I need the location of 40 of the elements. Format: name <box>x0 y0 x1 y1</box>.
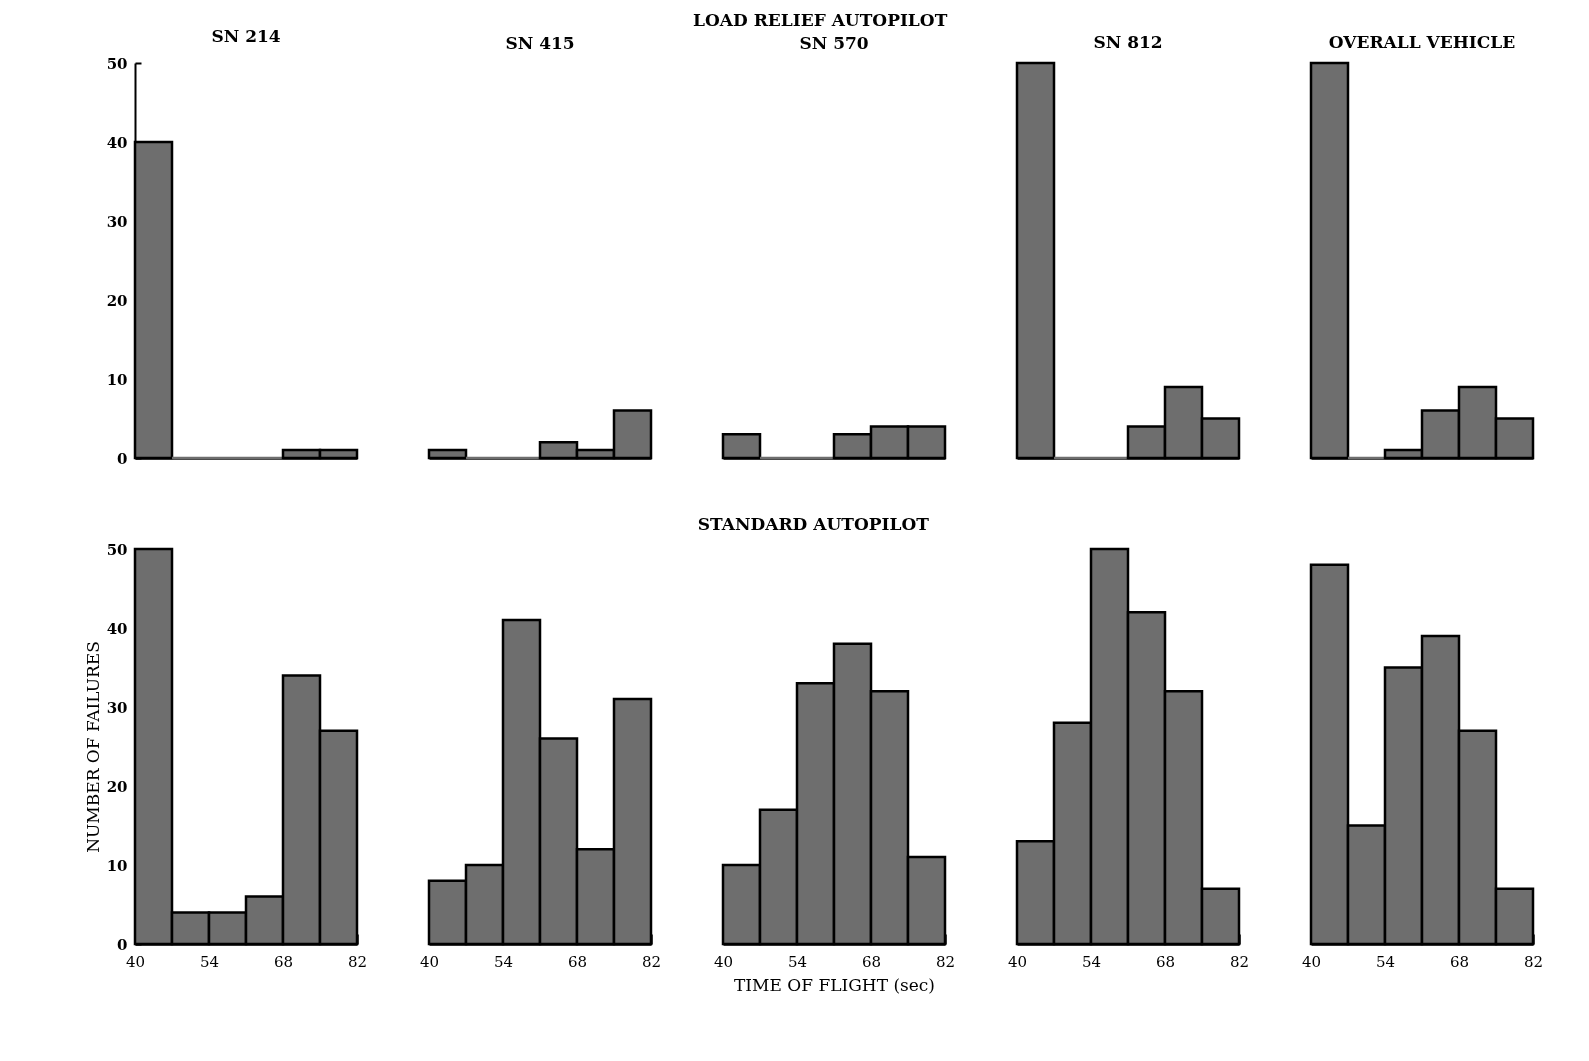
chart-title: SN 570 <box>799 33 869 53</box>
y-tick-label: 40 <box>106 619 128 638</box>
y-tick-label: 30 <box>106 698 128 717</box>
x-tick-label: 54 <box>493 952 514 971</box>
x-tick-label: 68 <box>273 952 294 971</box>
text: LOAD RELIEF AUTOPILOT <box>693 10 948 30</box>
y-tick-label: 30 <box>106 212 128 231</box>
y-axis-title: NUMBER OF FAILURES <box>82 641 103 853</box>
x-axis-title: TIME OF FLIGHT (sec) <box>734 974 935 995</box>
y-tick-label: 0 <box>117 935 128 954</box>
y-tick-label: 20 <box>106 291 128 310</box>
x-tick-label: 40 <box>713 952 734 971</box>
x-tick-label: 82 <box>641 952 662 971</box>
x-tick-label: 54 <box>199 952 220 971</box>
y-tick-label: 10 <box>106 856 128 875</box>
y-tick-label: 50 <box>106 540 128 559</box>
y-tick-label: 50 <box>106 54 128 73</box>
text: STANDARD AUTOPILOT <box>697 514 930 534</box>
x-tick-label: 68 <box>1155 952 1176 971</box>
x-tick-label: 68 <box>567 952 588 971</box>
x-tick-label: 68 <box>1449 952 1470 971</box>
x-tick-label: 68 <box>861 952 882 971</box>
y-tick-label: 40 <box>106 133 128 152</box>
x-tick-label: 40 <box>419 952 440 971</box>
chart-title: SN 415 <box>505 33 575 53</box>
y-tick-label: 20 <box>106 777 128 796</box>
x-tick-label: 54 <box>787 952 808 971</box>
chart-title: SN 812 <box>1093 31 1163 52</box>
x-tick-label: 82 <box>1523 952 1544 971</box>
x-tick-label: 82 <box>347 952 368 971</box>
x-tick-label: 54 <box>1081 952 1102 971</box>
chart-title: OVERALL VEHICLE <box>1328 31 1516 52</box>
x-tick-label: 40 <box>1301 952 1322 971</box>
x-tick-label: 82 <box>935 952 956 971</box>
x-tick-label: 40 <box>1007 952 1028 971</box>
y-tick-label: 0 <box>117 449 128 468</box>
x-tick-label: 54 <box>1375 952 1396 971</box>
chart-title: SN 214 <box>211 26 281 46</box>
x-tick-label: 82 <box>1229 952 1250 971</box>
y-tick-label: 10 <box>106 370 128 389</box>
